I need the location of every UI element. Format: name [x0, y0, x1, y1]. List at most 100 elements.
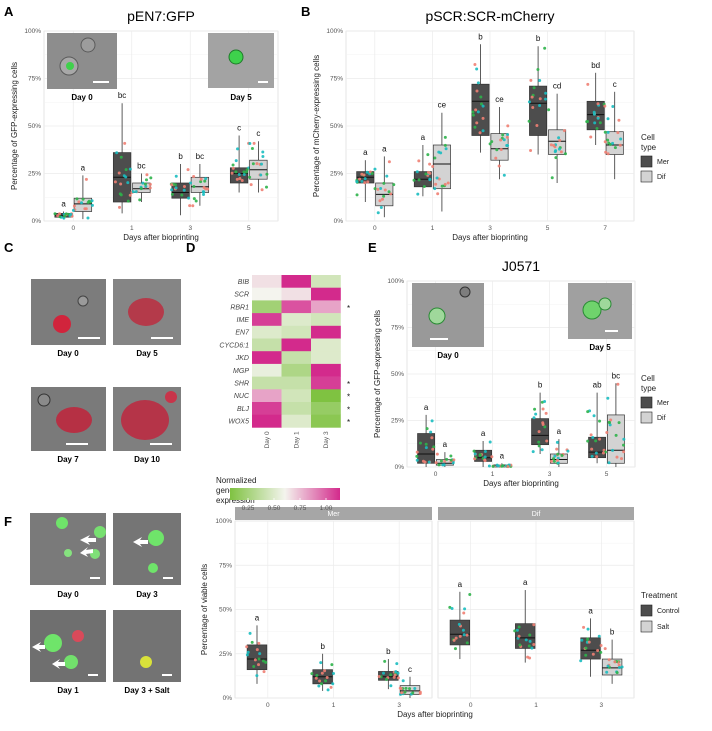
data-point: [234, 170, 238, 174]
data-point: [86, 201, 90, 205]
heatmap-cell: [311, 313, 341, 327]
data-point: [541, 421, 545, 425]
y-axis-label: Percentage of GFP-expressing cells: [10, 62, 19, 190]
data-point: [528, 656, 532, 660]
data-point: [192, 197, 196, 201]
data-point: [231, 163, 235, 167]
data-point: [258, 652, 262, 656]
data-point: [594, 439, 598, 443]
data-point: [382, 671, 386, 675]
data-point: [426, 153, 430, 157]
data-point: [476, 81, 480, 85]
legend-title-line1: Cell: [641, 133, 655, 142]
heatmap-cell: [311, 414, 341, 428]
heatmap-cell: [281, 287, 312, 301]
gfp-signal: [148, 563, 158, 573]
significance-letter: ce: [438, 101, 447, 110]
data-point: [199, 180, 203, 184]
micrograph-c-day5: [113, 279, 181, 345]
data-point: [186, 168, 190, 172]
data-point: [555, 447, 559, 451]
legend-key-salt: [640, 620, 653, 633]
legend-treatment: Treatment Control Salt: [640, 591, 680, 633]
box: [580, 637, 601, 660]
data-point: [188, 204, 192, 208]
data-point: [192, 175, 196, 179]
data-point: [500, 464, 504, 468]
gfp-signal: [66, 62, 74, 70]
data-point: [230, 171, 234, 175]
gene-label: EN7: [235, 330, 250, 337]
legend-label-control: Control: [657, 608, 680, 615]
data-point: [587, 640, 591, 644]
significance-letter: bc: [196, 152, 204, 161]
box: [586, 100, 605, 131]
panel-f-boxplot: Mer 0% 25% 50% 75% 100% 0 1 3 a b b c Dif 0 1 3 a a a b Perce…: [200, 507, 635, 719]
x-tick-label: 1: [534, 702, 538, 709]
micrograph-a-day0: [47, 33, 117, 89]
x-axis-label: Days after bioprinting: [123, 233, 199, 242]
data-point: [170, 192, 174, 196]
data-point: [401, 679, 405, 683]
panel-letter-a: A: [4, 4, 14, 19]
arrow-icon: [52, 659, 65, 669]
data-point: [607, 461, 611, 465]
data-point: [235, 177, 239, 181]
data-point: [358, 177, 362, 181]
data-point: [506, 124, 510, 128]
significance-letter: bc: [612, 371, 620, 380]
data-point: [473, 452, 477, 456]
gene-label: BLJ: [237, 406, 250, 413]
data-point: [379, 205, 383, 209]
data-point: [599, 650, 603, 654]
data-point: [606, 152, 610, 156]
data-point: [586, 82, 590, 86]
data-point: [355, 193, 359, 197]
micrograph-e-day0: [412, 283, 484, 347]
gfp-signal: [56, 517, 68, 529]
data-point: [513, 629, 517, 633]
data-point: [148, 186, 152, 190]
data-point: [617, 663, 621, 667]
data-point: [528, 639, 532, 643]
data-point: [429, 430, 433, 434]
data-point: [554, 149, 558, 153]
data-point: [143, 182, 147, 186]
data-point: [378, 199, 382, 203]
panel-letter-b: B: [301, 4, 310, 19]
data-point: [506, 144, 510, 148]
micrograph-background: [412, 283, 484, 347]
heatmap-legend-title: Normalized: [216, 476, 256, 485]
data-point: [259, 162, 263, 166]
data-point: [332, 671, 335, 675]
data-point: [144, 184, 148, 188]
data-point: [427, 170, 431, 174]
data-point: [119, 193, 123, 197]
colorbar-tick-label: 1.00: [320, 505, 333, 512]
heatmap-cell: [281, 275, 312, 288]
data-point: [499, 147, 503, 151]
significance-letter: a: [424, 403, 429, 412]
data-point: [536, 68, 540, 72]
data-point: [497, 464, 501, 468]
data-point: [444, 147, 448, 151]
data-point: [475, 67, 479, 71]
arrow-icon: [32, 642, 45, 652]
chart-title: J0571: [502, 258, 540, 274]
data-point: [446, 181, 450, 185]
data-point: [586, 439, 590, 443]
data-point: [545, 439, 549, 443]
data-point: [119, 182, 123, 186]
gene-label: SCR: [234, 292, 249, 299]
data-point: [449, 454, 453, 458]
significance-letter: c: [613, 80, 617, 89]
y-tick-label: 100%: [24, 28, 41, 35]
y-tick-label: 0%: [32, 218, 42, 225]
data-point: [589, 433, 593, 437]
data-point: [428, 178, 432, 182]
data-point: [439, 151, 443, 155]
data-point: [324, 679, 328, 683]
data-point: [387, 190, 391, 194]
data-point: [487, 464, 491, 468]
data-point: [314, 676, 318, 680]
